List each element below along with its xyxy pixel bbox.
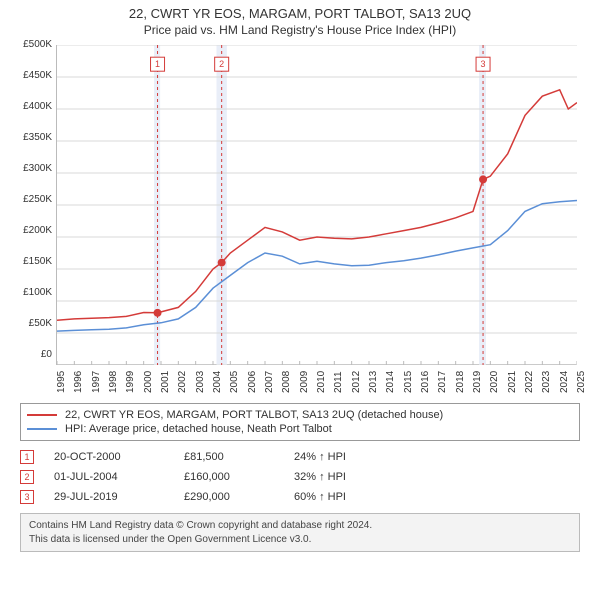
plot-svg: 1 2 3 [57,45,577,365]
event-marker: 3 [20,490,34,504]
y-tick-label: £450K [10,71,52,81]
x-tick-label: 2011 [333,371,344,393]
x-axis: 1995 1996 1997 1998 1999 2000 2001 2002 2003 2004… [56,367,576,395]
x-tick-label: 2003 [195,371,206,393]
series-hpi [57,201,577,332]
x-tick-label: 2006 [247,371,258,393]
x-tick-label: 2020 [489,371,500,393]
chart-subtitle: Price paid vs. HM Land Registry's House … [10,23,590,37]
x-tick-label: 2018 [455,371,466,393]
x-tick-label: 2008 [281,371,292,393]
event-marker: 1 [20,450,34,464]
x-tick-label: 2025 [576,371,587,393]
svg-text:1: 1 [155,59,160,69]
event-point [154,309,162,317]
y-tick-label: £400K [10,102,52,112]
x-tick-label: 1995 [56,371,67,393]
plot-area: 1 2 3 [56,45,576,365]
legend-swatch [27,428,57,430]
x-tick-label: 2002 [177,371,188,393]
y-tick-label: £350K [10,133,52,143]
x-tick-label: 2013 [368,371,379,393]
event-date: 20-OCT-2000 [54,451,164,463]
event-marker-chart: 1 [151,57,165,71]
x-tick-label: 2007 [264,371,275,393]
events-table: 1 20-OCT-2000 £81,500 24% ↑ HPI 2 01-JUL-2004… [20,447,580,507]
event-point [479,175,487,183]
event-price: £290,000 [184,491,274,503]
svg-text:3: 3 [481,59,486,69]
y-tick-label: £100K [10,288,52,298]
y-tick-label: £50K [10,319,52,329]
x-tick-label: 2021 [507,371,518,393]
x-tick-label: 1999 [125,371,136,393]
event-row: 1 20-OCT-2000 £81,500 24% ↑ HPI [20,447,580,467]
event-row: 2 01-JUL-2004 £160,000 32% ↑ HPI [20,467,580,487]
x-tick-label: 2001 [160,371,171,393]
x-tick-label: 2005 [229,371,240,393]
event-row: 3 29-JUL-2019 £290,000 60% ↑ HPI [20,487,580,507]
footer-box: Contains HM Land Registry data © Crown c… [20,513,580,552]
y-axis: £500K£450K£400K£350K£300K£250K£200K£150K… [10,45,52,365]
event-diff: 60% ↑ HPI [294,491,580,503]
chart-outer: £500K£450K£400K£350K£300K£250K£200K£150K… [10,45,590,395]
event-diff: 24% ↑ HPI [294,451,580,463]
x-tick-label: 2004 [212,371,223,393]
x-tick-label: 2019 [472,371,483,393]
event-price: £160,000 [184,471,274,483]
x-tick-label: 2009 [299,371,310,393]
footer-line2: This data is licensed under the Open Gov… [29,533,571,547]
x-tick-label: 2024 [559,371,570,393]
x-tick-label: 1997 [91,371,102,393]
chart-title: 22, CWRT YR EOS, MARGAM, PORT TALBOT, SA… [10,6,590,21]
legend-swatch [27,414,57,416]
y-tick-label: £300K [10,164,52,174]
x-tick-label: 2022 [524,371,535,393]
svg-text:2: 2 [219,59,224,69]
event-marker-chart: 2 [215,57,229,71]
event-diff: 32% ↑ HPI [294,471,580,483]
x-tick-label: 2010 [316,371,327,393]
event-date: 01-JUL-2004 [54,471,164,483]
x-tick-label: 2016 [420,371,431,393]
legend-item: 22, CWRT YR EOS, MARGAM, PORT TALBOT, SA… [27,408,573,422]
x-tick-label: 1998 [108,371,119,393]
y-tick-label: £0 [10,350,52,360]
event-date: 29-JUL-2019 [54,491,164,503]
footer-line1: Contains HM Land Registry data © Crown c… [29,519,571,533]
x-tick-label: 2023 [541,371,552,393]
y-tick-label: £200K [10,226,52,236]
event-point [218,259,226,267]
y-tick-label: £500K [10,40,52,50]
chart-container: 22, CWRT YR EOS, MARGAM, PORT TALBOT, SA… [0,0,600,560]
event-marker: 2 [20,470,34,484]
x-tick-label: 2015 [403,371,414,393]
legend-label: HPI: Average price, detached house, Neat… [65,423,332,435]
x-tick-label: 2017 [437,371,448,393]
x-tick-label: 2012 [351,371,362,393]
legend-item: HPI: Average price, detached house, Neat… [27,422,573,436]
event-price: £81,500 [184,451,274,463]
x-tick-label: 2014 [385,371,396,393]
x-tick-label: 1996 [73,371,84,393]
legend-box: 22, CWRT YR EOS, MARGAM, PORT TALBOT, SA… [20,403,580,441]
legend-label: 22, CWRT YR EOS, MARGAM, PORT TALBOT, SA… [65,409,443,421]
y-tick-label: £250K [10,195,52,205]
y-tick-label: £150K [10,257,52,267]
event-marker-chart: 3 [476,57,490,71]
x-tick-label: 2000 [143,371,154,393]
